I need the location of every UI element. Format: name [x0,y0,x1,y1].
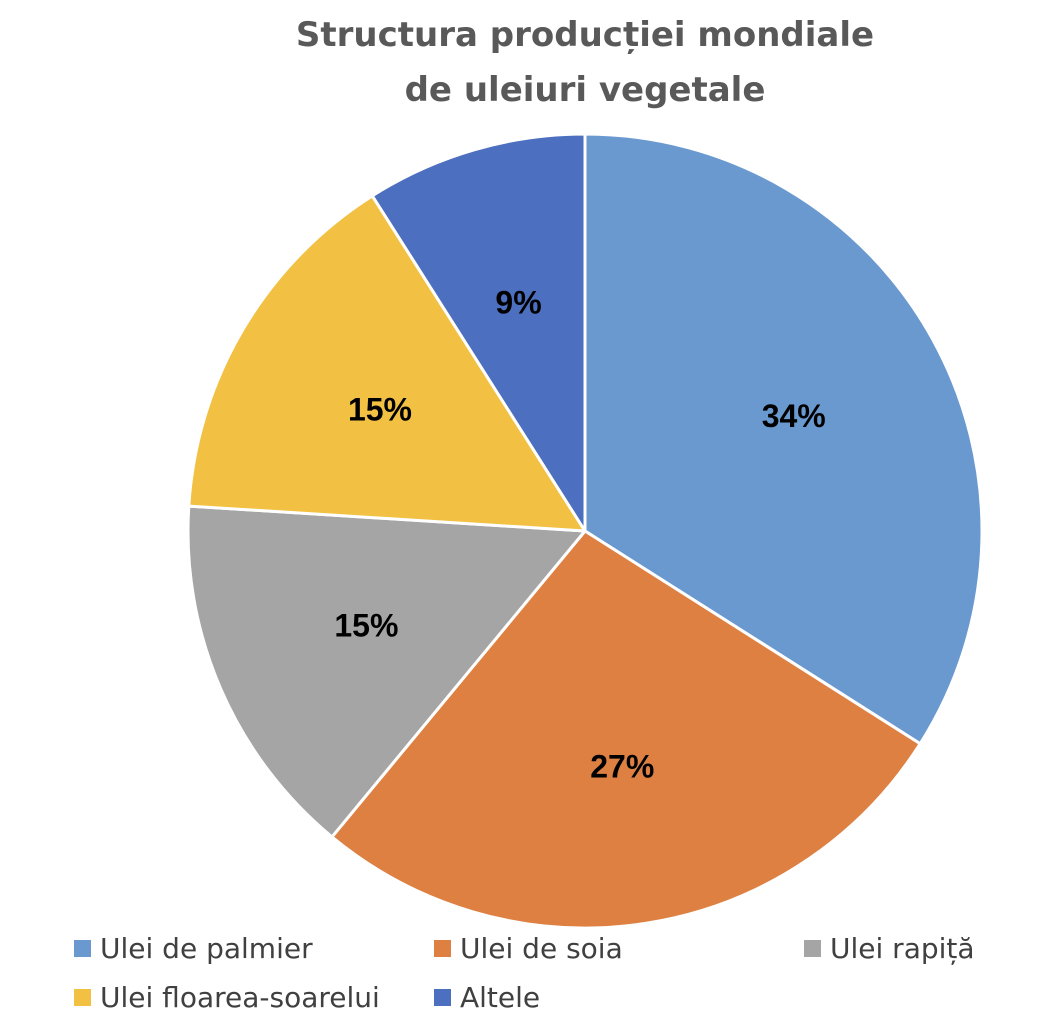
chart-title-line-1: Structura producției mondiale [295,15,875,55]
pie-slices [186,132,984,930]
data-label-ulei-de-palmier: 34% [762,398,826,434]
chart-title-line-2: de uleiuri vegetale [404,70,766,110]
data-label-altele: 9% [495,284,541,320]
pie-slice-altele [370,132,587,533]
data-label-ulei-rapita: 15% [334,608,398,644]
pie-slice-ulei-floarea-soarelui [187,194,587,533]
pie-slice-ulei-rapita [186,504,587,839]
chart-title: Structura producției mondiale de uleiuri… [0,8,1054,118]
pie-data-labels: 34% 27% 15% 15% 9% [334,284,825,784]
pie-slice-ulei-de-soia [330,529,922,930]
pie-slice-ulei-de-palmier [583,132,984,746]
data-label-ulei-de-soia: 27% [590,748,654,784]
data-label-ulei-floarea-soarelui: 15% [348,392,412,428]
